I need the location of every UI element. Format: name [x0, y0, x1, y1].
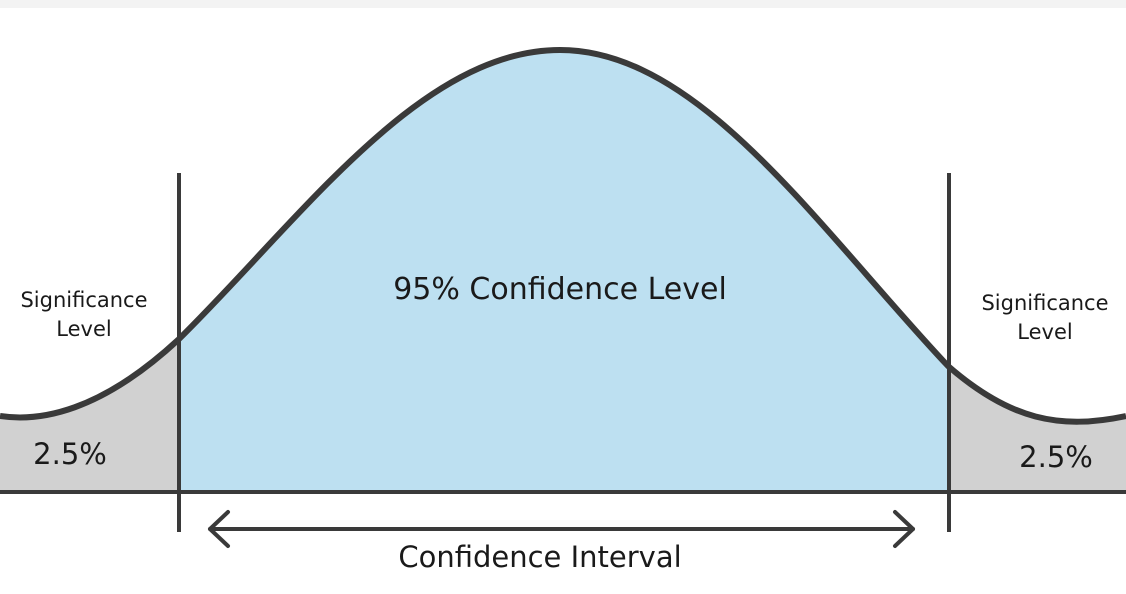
confidence-area	[178, 50, 948, 492]
left-label-line1: Significance	[20, 288, 148, 312]
right-tail-area	[948, 366, 1126, 492]
right-tail-percent: 2.5%	[1019, 440, 1093, 474]
top-band	[0, 0, 1126, 8]
right-significance-label: Significance Level	[962, 289, 1126, 347]
interval-arrow	[208, 510, 915, 548]
left-tail-percent: 2.5%	[33, 437, 107, 471]
left-label-line2: Level	[56, 317, 112, 341]
interval-label: Confidence Interval	[398, 540, 682, 574]
right-label-line1: Significance	[981, 291, 1109, 315]
right-label-line2: Level	[1017, 320, 1073, 344]
bell-curve	[0, 46, 1126, 425]
left-significance-label: Significance Level	[0, 286, 168, 344]
center-label: 95% Confidence Level	[393, 272, 727, 307]
